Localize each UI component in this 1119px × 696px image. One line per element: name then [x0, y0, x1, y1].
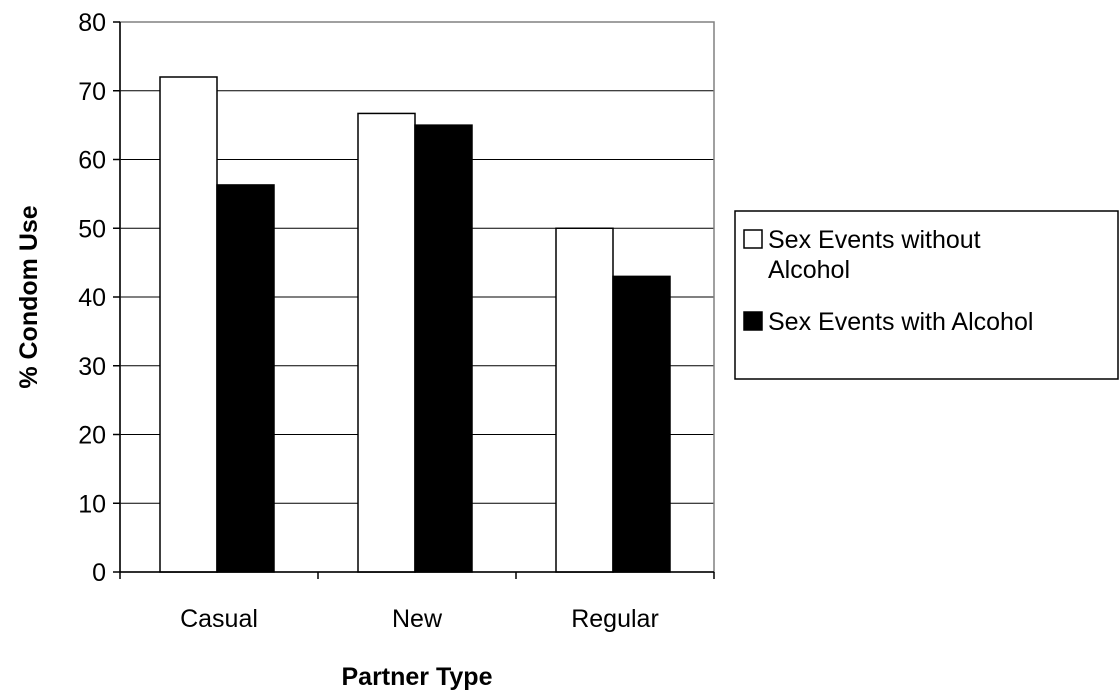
y-tick-label: 50	[78, 215, 106, 243]
legend-swatch-series-1	[743, 229, 763, 249]
bar-regular-series-1	[555, 227, 614, 573]
y-tick-label: 0	[92, 559, 106, 587]
bar-casual-series-1	[159, 76, 218, 573]
bar-regular-series-2	[612, 275, 671, 573]
y-tick-label: 30	[78, 353, 106, 381]
y-tick-label: 80	[78, 9, 106, 37]
y-tick-labels: 0 10 20 30 40 50 60 70 80	[78, 9, 106, 587]
y-tick-label: 20	[78, 422, 106, 450]
x-tick-label: Regular	[571, 605, 659, 633]
legend-box	[734, 210, 1119, 380]
x-axis-title: Partner Type	[342, 663, 493, 691]
bar-new-series-2	[414, 124, 473, 573]
axes	[113, 21, 715, 579]
legend-label-series-1: Sex Events without Alcohol	[768, 226, 981, 284]
y-tick-label: 40	[78, 284, 106, 312]
legend-swatch-series-2	[743, 311, 763, 331]
x-tick-label: Casual	[180, 605, 258, 633]
bar-new-series-1	[357, 112, 416, 573]
legend: Sex Events without Alcohol Sex Events with…	[734, 210, 1119, 380]
y-tick-label: 10	[78, 490, 106, 518]
bar-casual-series-2	[216, 184, 275, 573]
y-tick-label: 60	[78, 147, 106, 175]
x-tick-labels: Casual New Regular	[180, 605, 659, 633]
y-tick-label: 70	[78, 78, 106, 106]
legend-label-series-2: Sex Events with Alcohol	[768, 308, 1033, 336]
y-axis-title: % Condom Use	[15, 205, 43, 388]
x-tick-label: New	[392, 605, 443, 633]
bars	[159, 76, 671, 573]
